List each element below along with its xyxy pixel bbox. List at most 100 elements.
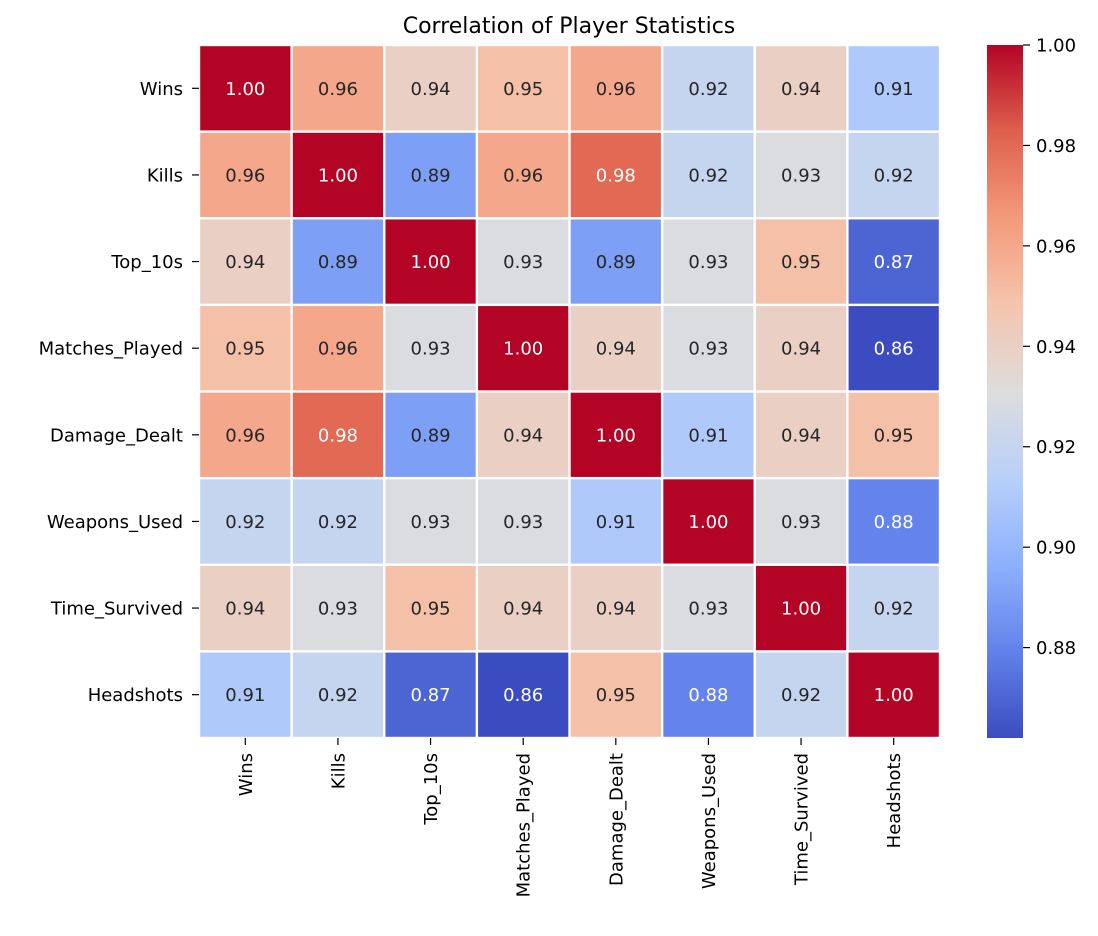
x-tick-label: Top_10s [421,753,442,826]
cell-value-label: 0.95 [781,252,821,273]
cell-value-label: 0.86 [874,339,914,360]
heatmap-cell [385,392,476,477]
heatmap-cell [663,219,754,304]
cell-value-label: 0.94 [781,79,821,100]
chart-title: Correlation of Player Statistics [403,14,736,39]
heatmap-cell [755,479,847,564]
heatmap-cell [478,565,569,651]
cell-value-label: 0.94 [781,339,821,360]
cell-value-label: 0.93 [503,512,543,533]
heatmap-cell [292,46,384,131]
cell-value-label: 0.94 [596,599,636,620]
cell-value-label: 0.96 [318,79,358,100]
heatmap-cell [200,306,291,391]
heatmap-cell [570,46,661,131]
heatmap-cell [478,306,569,391]
heatmap-cell [848,306,939,391]
cell-value-label: 1.00 [688,512,728,533]
x-tick-label: Matches_Played [514,753,535,897]
heatmap-cell [663,132,754,218]
x-tick-label: Headshots [884,753,905,848]
colorbar-tick-label: 0.92 [1036,437,1076,458]
cell-value-label: 0.89 [318,252,358,273]
heatmap-cell [570,565,661,651]
cell-value-label: 0.94 [503,599,543,620]
heatmap-cell [755,652,847,737]
heatmap-cell [385,565,476,651]
heatmap-cell [570,306,661,391]
cell-value-label: 0.93 [503,252,543,273]
cell-value-label: 0.92 [874,165,914,186]
cell-value-label: 0.94 [225,599,265,620]
heatmap-cell [755,306,847,391]
cell-value-label: 0.92 [225,512,265,533]
cell-value-label: 0.92 [318,685,358,706]
heatmap-cell [570,219,661,304]
cell-value-label: 0.96 [225,165,265,186]
heatmap-cell [200,479,291,564]
heatmap-cell [663,565,754,651]
cell-value-label: 0.88 [874,512,914,533]
heatmap-cell [478,392,569,477]
heatmap-cell [663,46,754,131]
cell-value-label: 0.96 [225,425,265,446]
cell-value-label: 0.87 [411,685,451,706]
heatmap-cell [755,46,847,131]
colorbar-tick-label: 0.88 [1036,638,1076,659]
heatmap-cell [848,219,939,304]
cell-value-label: 0.93 [411,339,451,360]
x-tick-label: Wins [236,753,257,796]
cell-value-label: 0.94 [225,252,265,273]
heatmap-cell [663,479,754,564]
cell-value-label: 0.91 [874,79,914,100]
cell-value-label: 0.93 [411,512,451,533]
y-tick-label: Top_10s [110,252,183,273]
heatmap-cell [292,652,384,737]
cell-value-label: 0.94 [503,425,543,446]
y-tick-label: Damage_Dealt [50,425,183,446]
cell-value-label: 0.92 [874,599,914,620]
cell-value-label: 0.94 [596,339,636,360]
colorbar-tick-label: 0.90 [1036,538,1076,559]
cell-value-label: 0.95 [503,79,543,100]
heatmap-cells: 1.00 0.96 0.94 0.95 0.96 0.92 0.94 0.91 0.96 1.00… [200,46,939,737]
heatmap-cell [755,565,847,651]
cell-value-label: 0.93 [688,252,728,273]
heatmap-cell [385,479,476,564]
x-tick-label: Time_Survived [792,753,813,886]
heatmap-cell [385,306,476,391]
heatmap-cell [200,565,291,651]
cell-value-label: 0.93 [688,599,728,620]
cell-value-label: 0.96 [503,165,543,186]
heatmap-cell [292,306,384,391]
y-tick-label: Kills [147,165,183,186]
y-tick-label: Weapons_Used [47,512,183,533]
colorbar-tick-label: 0.98 [1036,136,1076,157]
heatmap-cell [663,652,754,737]
colorbar-tick-label: 1.00 [1036,36,1076,57]
cell-value-label: 0.91 [688,425,728,446]
heatmap-cell [200,652,291,737]
heatmap-cell [570,132,661,218]
cell-value-label: 0.95 [874,425,914,446]
heatmap-cell [848,132,939,218]
heatmap-cell [385,652,476,737]
heatmap-cell [385,219,476,304]
heatmap-cell [292,219,384,304]
heatmap-cell [570,652,661,737]
colorbar: 0.88 0.90 0.92 0.94 0.96 0.98 1.00 [987,36,1076,738]
heatmap-cell [478,46,569,131]
cell-value-label: 1.00 [503,339,543,360]
heatmap-cell [478,652,569,737]
cell-value-label: 1.00 [411,252,451,273]
y-tick-label: Wins [140,79,183,100]
heatmap-cell [755,219,847,304]
cell-value-label: 0.94 [781,425,821,446]
heatmap-cell [200,219,291,304]
heatmap-cell [663,392,754,477]
cell-value-label: 0.86 [503,685,543,706]
colorbar-tick-label: 0.96 [1036,236,1076,257]
y-tick-label: Time_Survived [50,599,183,620]
cell-value-label: 0.92 [688,165,728,186]
